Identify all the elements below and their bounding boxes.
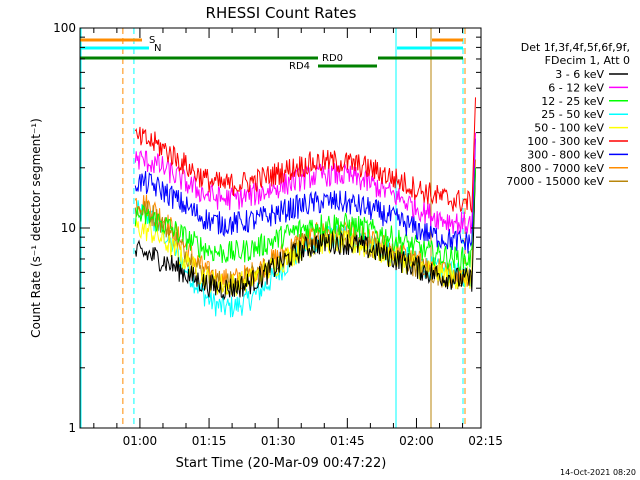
- plot-area: [80, 28, 476, 428]
- series-12-25-kev: [134, 167, 476, 272]
- legend-label: 6 - 12 keV: [548, 81, 604, 94]
- legend-header-line-1: Det 1f,3f,4f,5f,6f,9f,: [521, 41, 630, 54]
- y-tick-label: 1: [68, 421, 76, 435]
- legend-label: 12 - 25 keV: [541, 95, 604, 108]
- chart-title: RHESSI Count Rates: [206, 4, 357, 22]
- rd4-label: RD4: [289, 61, 310, 72]
- series-3-6-kev: [134, 167, 476, 301]
- y-tick-label: 10: [61, 221, 76, 235]
- x-tick-label: 01:00: [123, 434, 158, 448]
- series-6-12-kev: [134, 132, 476, 235]
- x-axis-label: Start Time (20-Mar-09 00:47:22): [176, 456, 387, 471]
- legend-label: 800 - 7000 keV: [520, 162, 604, 175]
- series-100-300-kev: [134, 97, 476, 213]
- y-axis-label: Count Rate (s⁻¹ detector segment⁻¹): [29, 118, 43, 338]
- legend-header-line-2: FDecim 1, Att 0: [545, 54, 630, 67]
- x-tick-label: 02:00: [399, 434, 434, 448]
- timestamp: 14-Oct-2021 08:20: [560, 468, 636, 477]
- y-tick-label: 100: [53, 21, 76, 35]
- night-label: N: [154, 43, 161, 54]
- x-tick-label: 01:30: [261, 434, 296, 448]
- legend-label: 3 - 6 keV: [555, 68, 604, 81]
- series-300-800-kev: [134, 138, 476, 254]
- rd0-label: RD0: [322, 53, 343, 64]
- x-tick-label: 01:15: [192, 434, 227, 448]
- legend-label: 25 - 50 keV: [541, 108, 604, 121]
- legend-label: 100 - 300 keV: [527, 135, 604, 148]
- legend-label: 7000 - 15000 keV: [506, 175, 604, 188]
- legend-label: 50 - 100 keV: [534, 122, 604, 135]
- x-tick-label: 01:45: [330, 434, 365, 448]
- x-tick-label: 02:15: [468, 434, 503, 448]
- legend-label: 300 - 800 keV: [527, 148, 604, 161]
- attenuator-label: S: [149, 35, 155, 46]
